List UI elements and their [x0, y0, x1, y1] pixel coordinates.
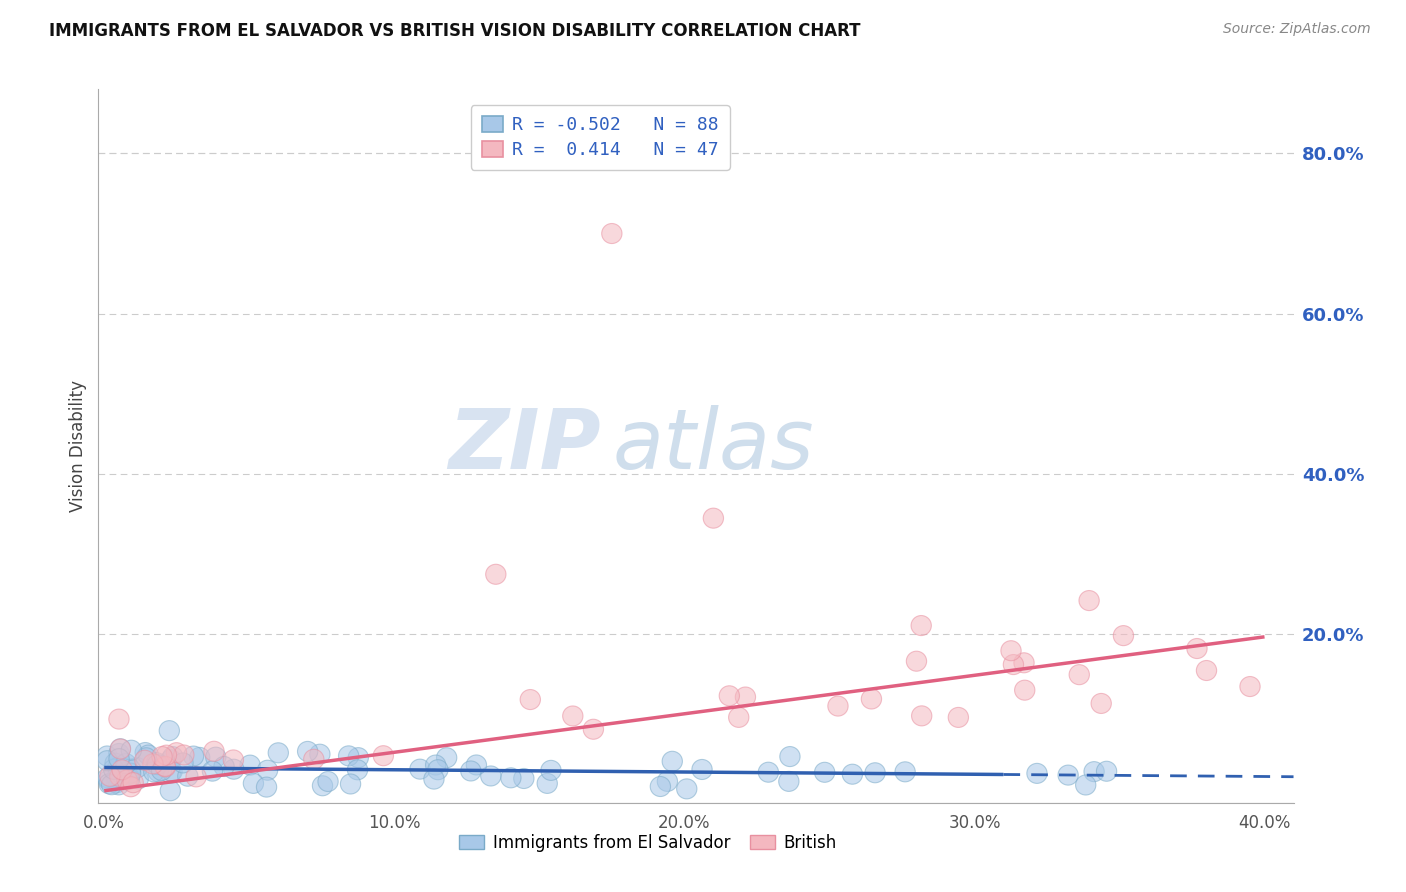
- Text: Source: ZipAtlas.com: Source: ZipAtlas.com: [1223, 22, 1371, 37]
- Legend: Immigrants from El Salvador, British: Immigrants from El Salvador, British: [453, 828, 844, 859]
- Text: ZIP: ZIP: [447, 406, 600, 486]
- Text: IMMIGRANTS FROM EL SALVADOR VS BRITISH VISION DISABILITY CORRELATION CHART: IMMIGRANTS FROM EL SALVADOR VS BRITISH V…: [49, 22, 860, 40]
- Y-axis label: Vision Disability: Vision Disability: [69, 380, 87, 512]
- Text: atlas: atlas: [613, 406, 814, 486]
